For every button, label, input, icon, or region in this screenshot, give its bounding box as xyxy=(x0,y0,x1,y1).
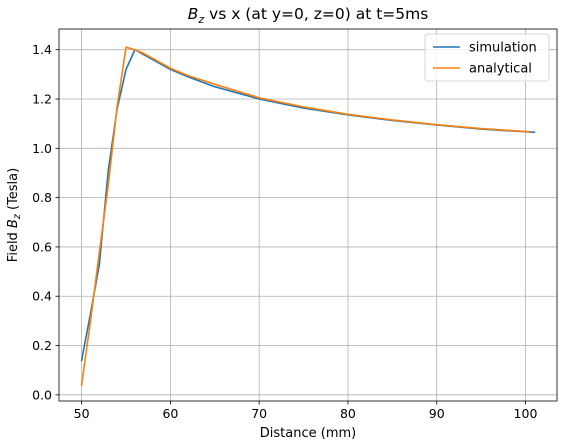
series-line-simulation xyxy=(80,48,536,362)
title-rest: vs x (at y=0, z=0) at t=5ms xyxy=(204,5,428,23)
title-subscript: z xyxy=(197,13,204,26)
y-label-symbol: B xyxy=(6,219,21,228)
y-tick-label: 0.4 xyxy=(32,289,52,304)
y-tick-label: 1.0 xyxy=(32,141,52,156)
series-layer xyxy=(80,46,536,386)
series-line-analytical xyxy=(80,46,531,386)
legend-label-analytical: analytical xyxy=(469,62,532,77)
tick-layer: 50 60 70 80 90 100 0.0 0.2 0.4 0.6 0.8 1.0 1.2 1.4 xyxy=(32,42,537,421)
legend: simulation analytical xyxy=(424,33,550,82)
x-tick-label: 100 xyxy=(514,406,538,421)
x-tick-label: 90 xyxy=(429,406,445,421)
y-tick-label: 1.2 xyxy=(32,92,52,107)
y-tick-label: 1.4 xyxy=(32,42,52,57)
x-tick-label: 80 xyxy=(340,406,356,421)
y-tick-label: 0.0 xyxy=(32,387,52,402)
x-tick-label: 60 xyxy=(162,406,178,421)
y-label-prefix: Field xyxy=(6,228,21,262)
x-axis-label: Distance (mm) xyxy=(260,426,356,441)
legend-label-simulation: simulation xyxy=(469,41,537,56)
title-symbol: B xyxy=(188,5,199,23)
y-tick-label: 0.2 xyxy=(32,338,52,353)
legend-box xyxy=(424,33,550,82)
grid xyxy=(59,29,557,401)
plot-frame xyxy=(58,28,558,402)
y-label-subscript: z xyxy=(12,213,23,220)
y-tick-label: 0.8 xyxy=(32,190,52,205)
x-tick-label: 50 xyxy=(74,406,90,421)
x-tick-label: 70 xyxy=(251,406,267,421)
y-label-suffix: (Tesla) xyxy=(6,168,21,214)
chart-title: Bz vs x (at y=0, z=0) at t=5ms xyxy=(188,5,429,26)
y-tick-label: 0.6 xyxy=(32,239,52,254)
y-axis-label: Field Bz (Tesla) xyxy=(6,168,23,262)
